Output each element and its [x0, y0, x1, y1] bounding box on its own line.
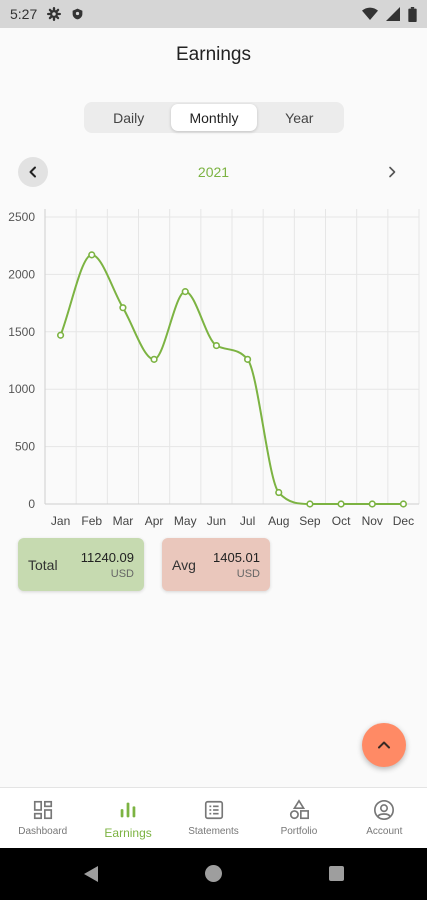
- avg-label: Avg: [172, 556, 196, 573]
- data-point[interactable]: [368, 500, 376, 508]
- bottom-navigation: Dashboard Earnings Statements Portfolio …: [0, 787, 427, 848]
- nav-label-portfolio: Portfolio: [280, 826, 318, 837]
- y-tick-label: 1000: [8, 382, 35, 396]
- x-tick-label: Sep: [299, 514, 321, 528]
- nav-item-earnings[interactable]: Earnings: [85, 788, 170, 848]
- shield-icon: [72, 8, 83, 20]
- chevron-up-icon: [378, 741, 390, 749]
- data-point[interactable]: [399, 500, 408, 508]
- y-tick-label: 1500: [8, 325, 35, 339]
- shapes-icon: [289, 799, 309, 820]
- signal-icon: [386, 7, 400, 21]
- data-point[interactable]: [212, 341, 221, 350]
- average-earnings-card: Avg 1405.01 USD: [162, 538, 270, 591]
- gear-icon: [47, 7, 62, 21]
- chevron-left-icon: [29, 166, 36, 178]
- nav-item-portfolio[interactable]: Portfolio: [256, 788, 341, 848]
- battery-icon: [408, 6, 417, 22]
- period-tabs: Daily Monthly Year: [84, 102, 344, 133]
- next-year-button[interactable]: [377, 157, 407, 187]
- x-tick-label: Jan: [51, 514, 70, 528]
- x-tick-label: Jun: [207, 514, 226, 528]
- nav-label-statements: Statements: [188, 826, 239, 837]
- wifi-icon: [362, 7, 378, 21]
- y-tick-label: 2000: [8, 267, 35, 281]
- x-tick-label: May: [174, 514, 197, 528]
- data-point[interactable]: [275, 488, 283, 497]
- avg-unit: USD: [236, 567, 260, 580]
- x-tick-label: Jul: [240, 514, 255, 528]
- year-navigator: 2021: [0, 156, 427, 188]
- dashboard-icon: [33, 800, 52, 820]
- tab-monthly[interactable]: Monthly: [171, 104, 257, 131]
- data-point[interactable]: [181, 288, 189, 296]
- x-tick-label: Apr: [145, 514, 164, 528]
- nav-item-account[interactable]: Account: [342, 788, 427, 848]
- previous-year-button[interactable]: [18, 157, 48, 187]
- year-label: 2021: [197, 164, 230, 180]
- x-tick-label: Dec: [393, 514, 414, 528]
- page-title: Earnings: [176, 44, 251, 65]
- x-tick-label: Feb: [81, 514, 102, 528]
- nav-item-dashboard[interactable]: Dashboard: [0, 788, 85, 848]
- nav-item-statements[interactable]: Statements: [171, 788, 256, 848]
- nav-label-account: Account: [366, 826, 403, 837]
- x-tick-label: Oct: [332, 514, 351, 528]
- x-tick-label: Nov: [362, 514, 383, 528]
- scroll-top-fab[interactable]: [362, 723, 406, 767]
- total-label: Total: [28, 556, 58, 573]
- status-time: 5:27: [10, 6, 38, 22]
- avg-value: 1405.01: [213, 549, 260, 565]
- data-point[interactable]: [56, 331, 65, 339]
- chevron-right-icon: [389, 166, 396, 178]
- y-tick-label: 0: [28, 497, 35, 511]
- system-navigation-bar: [0, 848, 427, 900]
- tab-year[interactable]: Year: [285, 109, 314, 126]
- bar-chart-icon: [120, 802, 136, 818]
- data-point[interactable]: [150, 355, 158, 363]
- total-earnings-card: Total 11240.09 USD: [18, 538, 144, 591]
- data-point[interactable]: [337, 500, 345, 508]
- total-unit: USD: [110, 567, 134, 580]
- data-point[interactable]: [88, 251, 96, 259]
- nav-label-dashboard: Dashboard: [18, 826, 68, 837]
- y-tick-label: 2500: [8, 210, 35, 224]
- home-icon[interactable]: [205, 865, 222, 882]
- data-point[interactable]: [119, 304, 127, 312]
- x-tick-label: Aug: [268, 514, 289, 528]
- account-icon: [374, 800, 395, 820]
- data-point[interactable]: [243, 355, 252, 363]
- nav-label-earnings: Earnings: [104, 826, 152, 840]
- x-tick-label: Mar: [113, 514, 134, 528]
- tab-daily[interactable]: Daily: [113, 109, 145, 126]
- earnings-line-chart: 0 500 1000 1500 2000 2500 Jan Feb Mar Apr May Jun Ju…: [8, 209, 420, 528]
- statements-icon: [204, 800, 223, 820]
- total-value: 11240.09: [80, 549, 134, 565]
- y-tick-label: 500: [15, 440, 35, 454]
- back-icon[interactable]: [82, 864, 100, 884]
- data-point[interactable]: [306, 500, 314, 508]
- recent-apps-icon[interactable]: [329, 866, 344, 881]
- status-bar: 5:27: [0, 0, 427, 28]
